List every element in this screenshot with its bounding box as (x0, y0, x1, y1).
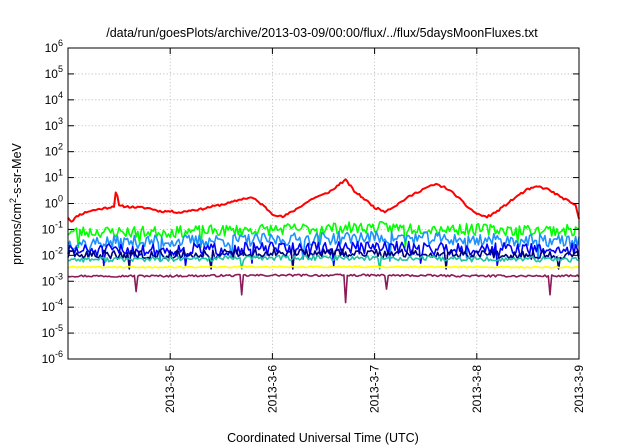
y-tick-label: 10-2 (42, 245, 63, 262)
x-axis: 2013-3-5 2013-3-6 2013-3-7 2013-3-8 2013-3-9 (163, 48, 586, 413)
y-tick-label: 104 (45, 90, 63, 107)
y-tick-label: 10-5 (42, 323, 63, 340)
x-tick-label: 2013-3-5 (163, 365, 177, 413)
y-tick-label: 10-3 (42, 271, 63, 288)
series-line-7 (67, 265, 580, 269)
y-tick-label: 10-4 (42, 297, 63, 314)
y-tick-label: 103 (45, 116, 63, 133)
series-line-4 (67, 240, 580, 267)
y-tick-label: 105 (45, 64, 63, 81)
x-tick-label: 2013-3-7 (368, 365, 382, 413)
y-tick-label: 101 (45, 168, 63, 185)
y-axis: 10-6 10-5 10-4 10-3 10-2 10-1 100 101 102 103 104 1… (42, 38, 579, 366)
y-tick-label: 100 (45, 194, 63, 211)
y-axis-label: protons/cm2-s-sr-MeV (8, 142, 24, 264)
x-tick-label: 2013-3-8 (470, 365, 484, 413)
series-group (67, 178, 580, 304)
x-axis-label: Coordinated Universal Time (UTC) (227, 431, 419, 445)
x-tick-label: 2013-3-6 (265, 365, 279, 413)
y-tick-label: 10-6 (42, 349, 63, 366)
y-tick-label: 10-1 (42, 219, 63, 236)
series-line-1 (67, 178, 580, 223)
y-tick-label: 102 (45, 142, 63, 159)
chart-title: /data/run/goesPlots/archive/2013-03-09/0… (106, 26, 538, 40)
y-tick-label: 106 (45, 38, 63, 55)
series-line-8 (67, 273, 580, 304)
x-tick-label: 2013-3-9 (572, 365, 586, 413)
series-line-6 (68, 254, 580, 270)
grid (68, 48, 579, 359)
